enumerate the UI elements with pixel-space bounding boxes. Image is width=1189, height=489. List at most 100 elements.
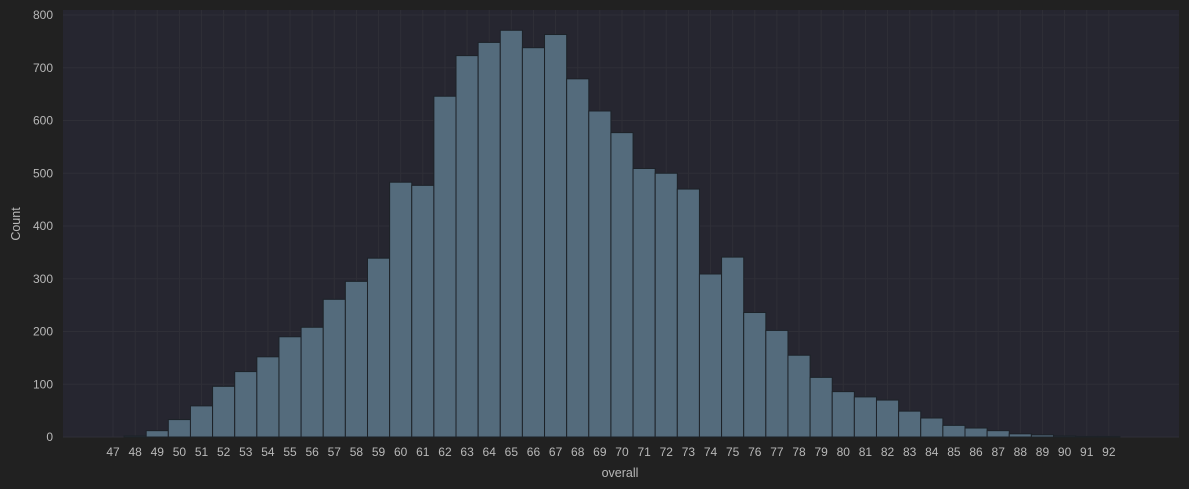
bar-62 — [433, 95, 457, 438]
x-tick-label-89: 89 — [1036, 445, 1050, 459]
bar-69 — [588, 110, 612, 438]
x-tick-label-92: 92 — [1102, 445, 1116, 459]
bar-89 — [1030, 434, 1055, 438]
x-tick-label-64: 64 — [483, 445, 497, 459]
y-tick-label-400: 400 — [33, 219, 53, 233]
bar-76 — [743, 312, 767, 438]
x-tick-label-53: 53 — [239, 445, 253, 459]
bar-65 — [499, 29, 523, 438]
bar-74 — [698, 273, 723, 438]
y-tick-label-500: 500 — [33, 166, 53, 180]
bar-61 — [411, 184, 435, 438]
bar-56 — [300, 326, 324, 438]
bar-77 — [765, 329, 789, 438]
y-tick-label-700: 700 — [33, 61, 53, 75]
y-tick-label-200: 200 — [33, 325, 53, 339]
x-tick-label-67: 67 — [549, 445, 563, 459]
y-tick-label-300: 300 — [33, 272, 53, 286]
x-tick-label-80: 80 — [837, 445, 851, 459]
x-tick-label-90: 90 — [1058, 445, 1072, 459]
x-tick-label-91: 91 — [1080, 445, 1094, 459]
bar-88 — [1008, 433, 1032, 438]
bar-66 — [521, 47, 546, 438]
x-tick-label-84: 84 — [925, 445, 939, 459]
x-tick-label-56: 56 — [305, 445, 319, 459]
bar-64 — [477, 41, 501, 438]
x-tick-label-70: 70 — [615, 445, 629, 459]
bar-50 — [167, 419, 191, 438]
x-tick-label-58: 58 — [350, 445, 364, 459]
x-tick-label-88: 88 — [1014, 445, 1028, 459]
x-tick-label-69: 69 — [593, 445, 607, 459]
bar-78 — [787, 354, 811, 438]
x-tick-label-54: 54 — [261, 445, 275, 459]
x-tick-label-72: 72 — [660, 445, 674, 459]
x-tick-label-63: 63 — [460, 445, 474, 459]
x-tick-label-86: 86 — [969, 445, 983, 459]
y-tick-label-100: 100 — [33, 377, 53, 391]
x-tick-label-52: 52 — [217, 445, 231, 459]
x-tick-label-77: 77 — [770, 445, 784, 459]
x-tick-label-83: 83 — [903, 445, 917, 459]
x-tick-label-61: 61 — [416, 445, 430, 459]
x-tick-label-71: 71 — [637, 445, 651, 459]
x-tick-label-66: 66 — [527, 445, 541, 459]
bar-80 — [831, 391, 855, 438]
bar-55 — [278, 336, 302, 438]
bar-67 — [544, 34, 568, 438]
bar-52 — [212, 385, 236, 438]
y-axis-label: Count — [9, 207, 23, 241]
y-tick-label-600: 600 — [33, 114, 53, 128]
bars — [123, 29, 1121, 438]
x-tick-label-87: 87 — [992, 445, 1006, 459]
x-tick-label-55: 55 — [283, 445, 297, 459]
x-tick-label-74: 74 — [704, 445, 718, 459]
bar-63 — [455, 55, 479, 438]
y-tick-label-0: 0 — [46, 430, 53, 444]
x-tick-label-73: 73 — [682, 445, 696, 459]
x-tick-label-59: 59 — [372, 445, 386, 459]
bar-48 — [123, 435, 147, 438]
y-tick-label-800: 800 — [33, 8, 53, 22]
x-tick-label-81: 81 — [859, 445, 873, 459]
x-tick-label-85: 85 — [947, 445, 961, 459]
x-tick-label-50: 50 — [173, 445, 187, 459]
bar-70 — [610, 132, 634, 438]
bar-49 — [145, 430, 169, 438]
x-tick-label-78: 78 — [792, 445, 806, 459]
x-tick-label-48: 48 — [128, 445, 142, 459]
x-tick-label-51: 51 — [195, 445, 209, 459]
x-tick-label-76: 76 — [748, 445, 762, 459]
x-tick-label-47: 47 — [106, 445, 120, 459]
bar-92 — [1097, 435, 1121, 438]
x-tick-label-60: 60 — [394, 445, 408, 459]
bar-73 — [676, 188, 700, 438]
bar-57 — [322, 298, 346, 438]
x-tick-label-62: 62 — [438, 445, 452, 459]
x-tick-label-82: 82 — [881, 445, 895, 459]
bar-84 — [920, 417, 944, 438]
x-tick-label-79: 79 — [814, 445, 828, 459]
bar-91 — [1075, 435, 1099, 438]
bar-79 — [809, 376, 833, 438]
bar-71 — [632, 168, 656, 438]
bar-75 — [721, 256, 745, 438]
x-tick-label-68: 68 — [571, 445, 585, 459]
bar-58 — [344, 280, 368, 438]
bar-51 — [189, 405, 214, 438]
x-tick-label-75: 75 — [726, 445, 740, 459]
x-tick-label-65: 65 — [505, 445, 519, 459]
bar-82 — [875, 399, 900, 438]
bar-87 — [986, 430, 1010, 438]
bar-54 — [256, 356, 280, 438]
bar-85 — [942, 424, 966, 438]
bar-53 — [234, 371, 258, 438]
x-axis-ticks: 47 48 49 50 51 52 53 54 55 56 57 58 59 60 61 62 63 64 65 66… — [106, 445, 1116, 459]
bar-90 — [1053, 435, 1077, 438]
bar-83 — [898, 410, 922, 438]
x-tick-label-57: 57 — [328, 445, 342, 459]
bar-81 — [853, 396, 877, 438]
bar-59 — [367, 257, 391, 438]
x-axis-label: overall — [602, 466, 639, 480]
